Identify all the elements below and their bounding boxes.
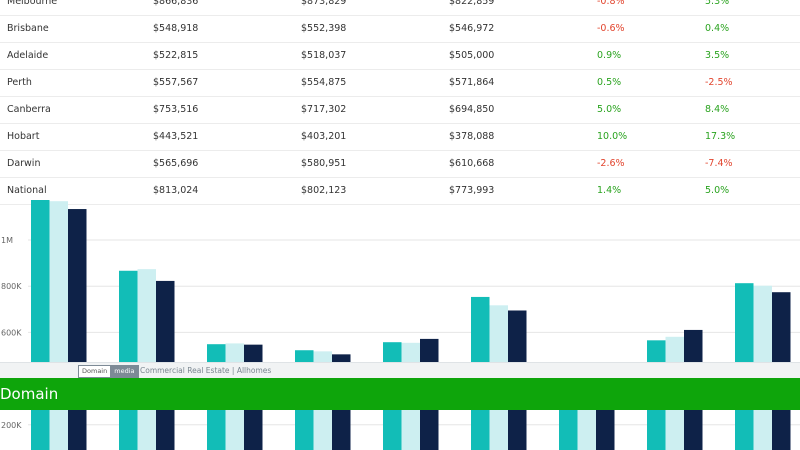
median-price-cell: $403,201	[301, 131, 347, 142]
bar	[68, 209, 87, 450]
logo-part-domain: Domain	[79, 366, 111, 377]
city-cell: National	[7, 185, 47, 196]
median-price-cell: $548,918	[153, 23, 199, 34]
median-price-cell: $753,516	[153, 104, 199, 115]
footer-strip: Domain media Commercial Real Estate | Al…	[0, 362, 800, 379]
table-row: Melbourne $866,836 $873,829 $822,859 -0.8% 5.…	[0, 0, 800, 16]
change-cell: 3.5%	[705, 50, 730, 61]
median-price-cell: $505,000	[449, 50, 495, 61]
y-tick-label: 200K	[1, 421, 22, 430]
median-price-cell: $571,864	[449, 77, 495, 88]
table-row: Canberra $753,516 $717,302 $694,850 5.0% 8.4%	[0, 97, 800, 124]
median-price-cell: $773,993	[449, 185, 495, 196]
domain-media-logo[interactable]: Domain media	[78, 365, 140, 378]
median-price-cell: $565,696	[153, 158, 199, 169]
bar	[119, 270, 138, 450]
median-price-cell: $546,972	[449, 23, 495, 34]
change-cell: -0.6%	[597, 23, 625, 34]
logo-part-media: media	[110, 366, 139, 377]
change-cell: 0.5%	[597, 77, 622, 88]
table-row: Darwin $565,696 $580,951 $610,668 -2.6% -7.4%	[0, 151, 800, 178]
y-tick-label: 600K	[1, 328, 22, 337]
bar	[31, 200, 50, 450]
change-cell: 5.0%	[597, 104, 622, 115]
city-cell: Melbourne	[7, 0, 58, 7]
median-price-cell: $580,951	[301, 158, 347, 169]
table-row: National $813,024 $802,123 $773,993 1.4% 5.0%	[0, 178, 800, 205]
median-price-cell: $717,302	[301, 104, 347, 115]
median-price-cell: $694,850	[449, 104, 495, 115]
domain-banner-title[interactable]: Domain	[0, 385, 59, 403]
change-cell: -7.4%	[705, 158, 733, 169]
median-price-cell: $873,829	[301, 0, 347, 7]
median-price-cell: $552,398	[301, 23, 347, 34]
median-price-cell: $522,815	[153, 50, 199, 61]
change-cell: 5.3%	[705, 0, 730, 7]
median-price-cell: $610,668	[449, 158, 495, 169]
y-tick-label: 800K	[1, 282, 22, 291]
median-price-cell: $813,024	[153, 185, 199, 196]
change-cell: 0.9%	[597, 50, 622, 61]
change-cell: 0.4%	[705, 23, 730, 34]
change-cell: 1.4%	[597, 185, 622, 196]
change-cell: 10.0%	[597, 131, 628, 142]
city-cell: Darwin	[7, 158, 41, 169]
change-cell: -2.5%	[705, 77, 733, 88]
city-cell: Canberra	[7, 104, 51, 115]
change-cell: 5.0%	[705, 185, 730, 196]
city-cell: Adelaide	[7, 50, 49, 61]
domain-banner: Domain	[0, 378, 800, 410]
median-price-cell: $557,567	[153, 77, 199, 88]
price-table: Melbourne $866,836 $873,829 $822,859 -0.8% 5.…	[0, 0, 800, 205]
table-row: Brisbane $548,918 $552,398 $546,972 -0.6% 0.4…	[0, 16, 800, 43]
change-cell: 17.3%	[705, 131, 736, 142]
city-cell: Hobart	[7, 131, 40, 142]
change-cell: 8.4%	[705, 104, 730, 115]
table-row: Perth $557,567 $554,875 $571,864 0.5% -2.5%	[0, 70, 800, 97]
change-cell: -2.6%	[597, 158, 625, 169]
bar	[137, 269, 156, 450]
brand-links[interactable]: Commercial Real Estate | Allhomes	[140, 366, 272, 375]
median-price-cell: $378,088	[449, 131, 495, 142]
median-price-cell: $554,875	[301, 77, 347, 88]
median-price-cell: $802,123	[301, 185, 347, 196]
y-tick-label: 1M	[1, 236, 13, 245]
median-price-cell: $443,521	[153, 131, 199, 142]
median-price-cell: $866,836	[153, 0, 199, 7]
median-price-cell: $822,859	[449, 0, 495, 7]
city-cell: Brisbane	[7, 23, 49, 34]
price-bar-chart: 200K600K800K1M1.2M	[1, 200, 800, 450]
table-row: Adelaide $522,815 $518,037 $505,000 0.9% 3.5%	[0, 43, 800, 70]
median-price-cell: $518,037	[301, 50, 347, 61]
city-cell: Perth	[7, 77, 32, 88]
table-row: Hobart $443,521 $403,201 $378,088 10.0% 17.3%	[0, 124, 800, 151]
bar	[49, 201, 68, 450]
change-cell: -0.8%	[597, 0, 625, 7]
